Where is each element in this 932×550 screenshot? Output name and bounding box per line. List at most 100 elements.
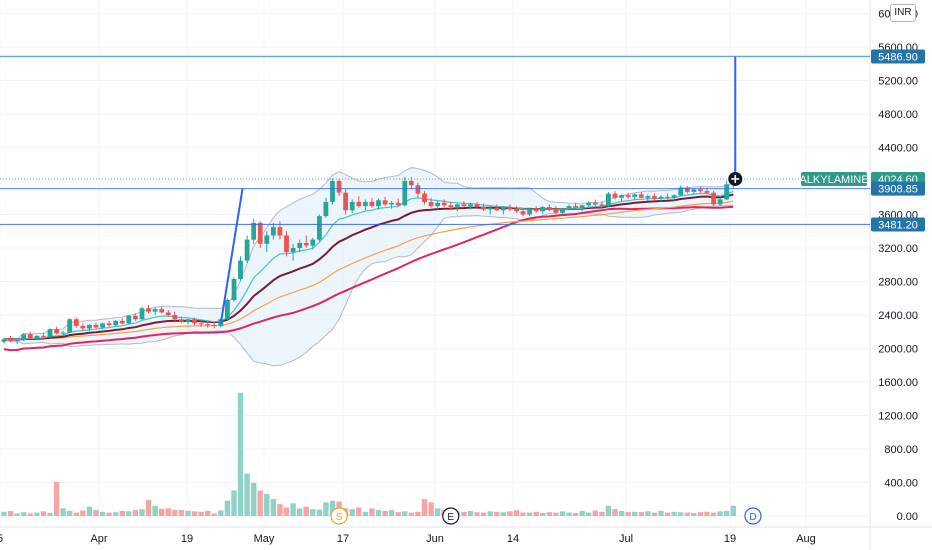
candle xyxy=(382,196,388,207)
candle xyxy=(185,318,191,325)
candle-body xyxy=(698,189,703,192)
candle-body xyxy=(1,339,7,342)
candle-body xyxy=(481,207,486,210)
candle-body xyxy=(500,207,506,211)
time-tick-label: 5 xyxy=(0,533,3,545)
volume-bar xyxy=(205,510,211,516)
time-tick-label: Jul xyxy=(619,533,633,545)
currency-label[interactable]: INR xyxy=(890,4,916,22)
volume-bar xyxy=(684,512,690,516)
symbol-tag-bg xyxy=(801,171,867,186)
candle xyxy=(619,194,624,202)
candle xyxy=(264,231,270,253)
volume-bar xyxy=(310,509,316,516)
candle-body xyxy=(14,340,20,342)
bollinger-upper-line xyxy=(3,167,734,340)
candle xyxy=(139,306,145,321)
candle-body xyxy=(8,339,13,341)
volume-bar xyxy=(618,510,625,516)
candle-body xyxy=(139,308,145,320)
candle-body xyxy=(317,216,322,240)
candle-body xyxy=(435,202,440,207)
candle xyxy=(599,201,605,208)
volume-bar xyxy=(520,512,526,516)
event-marker-label: S xyxy=(336,512,343,523)
candle-body xyxy=(119,320,125,324)
volume-bar xyxy=(467,510,474,516)
candle xyxy=(546,204,552,212)
candle xyxy=(533,206,539,213)
candle xyxy=(1,337,7,344)
volume-bar xyxy=(507,511,513,516)
candle xyxy=(336,179,342,197)
candle-body xyxy=(271,227,276,236)
volume-bar xyxy=(40,511,47,516)
volume-bar xyxy=(165,508,171,516)
candle xyxy=(560,207,565,215)
volume-bar xyxy=(494,511,500,517)
volume-bar xyxy=(500,512,506,516)
bollinger-lower-line xyxy=(3,204,734,367)
candle xyxy=(87,324,92,331)
price-tick-label: 2800.00 xyxy=(878,277,918,289)
candle xyxy=(428,197,434,208)
candle xyxy=(461,201,467,208)
volume-bar xyxy=(14,513,20,516)
price-tag-bg xyxy=(871,181,925,196)
candle xyxy=(527,207,532,217)
volume-bar xyxy=(388,510,395,516)
volume-bar xyxy=(632,511,638,517)
volume-bar xyxy=(21,512,27,516)
volume-bar xyxy=(513,510,520,516)
candle-body xyxy=(684,187,690,192)
candle-body xyxy=(395,202,401,206)
time-tick-label: 14 xyxy=(507,533,519,545)
candle-body xyxy=(369,201,375,207)
price-axis: 6000.005600.005200.004800.004400.004000.… xyxy=(878,9,918,524)
candle xyxy=(435,201,440,210)
volume-bar xyxy=(251,482,257,516)
candle-body xyxy=(343,192,348,211)
volume-bar xyxy=(152,505,158,516)
candle xyxy=(113,320,119,326)
candle-body xyxy=(73,319,79,326)
candle xyxy=(507,204,513,212)
volume-bar xyxy=(185,510,191,516)
candle xyxy=(441,199,447,207)
candle-body xyxy=(619,195,624,198)
volume-bar xyxy=(145,499,152,516)
candle-body xyxy=(566,206,572,209)
candle xyxy=(454,203,460,212)
volume-bar xyxy=(264,493,270,516)
candle xyxy=(231,277,237,302)
sma-line xyxy=(3,205,734,352)
candle xyxy=(514,206,519,213)
volume-bar xyxy=(1,511,7,517)
candle-body xyxy=(553,209,559,213)
volume-bar xyxy=(434,508,441,516)
candle xyxy=(389,201,394,209)
candle xyxy=(632,193,638,200)
candle xyxy=(34,335,40,341)
candle-body xyxy=(540,207,546,212)
volume-bar xyxy=(67,510,73,516)
candle-body xyxy=(100,323,105,328)
candle-body xyxy=(251,222,257,240)
candle xyxy=(126,315,132,325)
candle xyxy=(244,235,250,264)
volume-bar xyxy=(402,511,408,516)
time-tick-label: 19 xyxy=(181,533,193,545)
candle-body xyxy=(441,202,447,206)
candle-body xyxy=(514,209,519,212)
candle xyxy=(317,214,322,242)
candle-body xyxy=(454,204,460,207)
candle xyxy=(579,204,585,212)
candle-body xyxy=(474,204,480,207)
candle xyxy=(323,197,329,218)
volume-bar xyxy=(99,511,106,517)
candle-body xyxy=(671,195,677,198)
candle-body xyxy=(704,191,710,193)
volume-bar xyxy=(461,511,467,517)
candle-body xyxy=(560,208,565,213)
